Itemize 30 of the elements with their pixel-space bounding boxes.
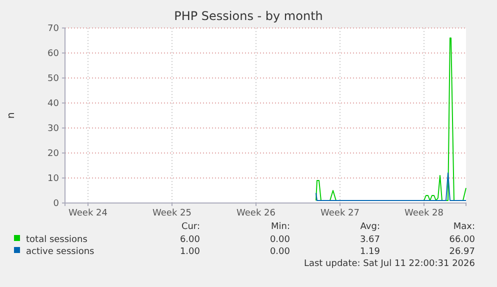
text: 0.00 bbox=[270, 247, 290, 257]
x-tick-label: Week 27 bbox=[320, 208, 360, 218]
text: Cur: bbox=[181, 222, 200, 232]
text: 3.67 bbox=[360, 235, 380, 245]
y-tick-label: 50 bbox=[48, 74, 60, 84]
text: 26.97 bbox=[449, 247, 475, 257]
y-tick-label: 10 bbox=[48, 174, 60, 184]
y-tick-label: 30 bbox=[48, 124, 60, 134]
y-tick-label: 20 bbox=[48, 148, 60, 159]
text: 1.19 bbox=[360, 247, 380, 257]
text: Last update: Sat Jul 11 22:00:31 2026 bbox=[304, 259, 476, 269]
y-axis-title: n bbox=[6, 112, 17, 119]
text: 0.00 bbox=[270, 235, 290, 245]
text: Max: bbox=[453, 222, 475, 232]
text: 6.00 bbox=[180, 235, 200, 245]
legend-label: total sessions bbox=[26, 235, 88, 245]
y-tick-label: 70 bbox=[48, 24, 60, 34]
x-tick-label: Week 25 bbox=[152, 208, 192, 218]
chart-title: PHP Sessions - by month bbox=[174, 9, 323, 23]
legend-label: active sessions bbox=[26, 247, 95, 257]
x-tick-label: Week 24 bbox=[68, 208, 108, 218]
text: Min: bbox=[270, 222, 290, 232]
text: Avg: bbox=[360, 222, 380, 232]
y-tick-label: 60 bbox=[48, 48, 60, 59]
x-tick-label: Week 26 bbox=[236, 208, 276, 218]
x-tick-label: Week 28 bbox=[404, 208, 444, 218]
y-tick-label: 0 bbox=[53, 198, 60, 209]
text: 66.00 bbox=[449, 235, 476, 245]
text: 1.00 bbox=[180, 247, 200, 257]
y-tick-label: 40 bbox=[48, 98, 60, 109]
